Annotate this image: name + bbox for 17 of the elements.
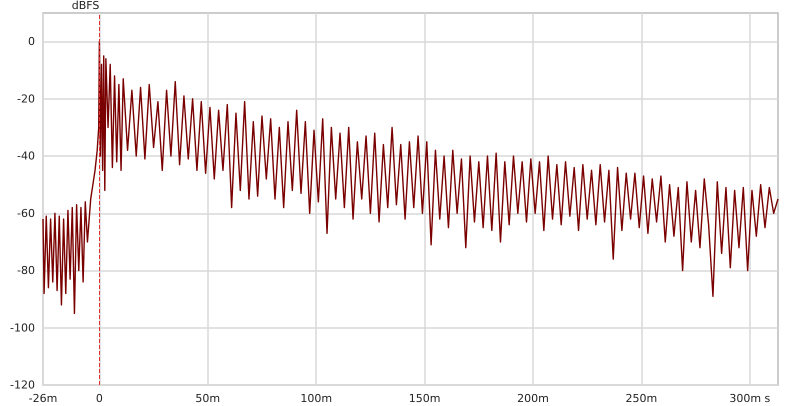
y-tick-label: -40: [17, 150, 35, 163]
x-tick-label: -26m: [28, 392, 58, 405]
x-tick-label: 300m s: [729, 392, 771, 405]
x-tick-label: 150m: [408, 392, 440, 405]
y-tick-label: 0: [28, 35, 35, 48]
x-tick-label: 0: [96, 392, 103, 405]
y-tick-label: -80: [17, 264, 35, 278]
x-tick-label: 100m: [300, 392, 332, 405]
y-tick-label: -120: [10, 378, 35, 392]
x-tick-label: 200m: [517, 392, 549, 405]
line-series: [42, 40, 779, 314]
x-tick-label: 50m: [195, 392, 220, 405]
y-axis-title: dBFS: [72, 0, 100, 12]
x-tick-label: 250m: [626, 392, 658, 405]
y-tick-label: -20: [17, 92, 35, 106]
y-tick-label: -100: [10, 321, 35, 334]
y-tick-label: -60: [17, 206, 35, 220]
